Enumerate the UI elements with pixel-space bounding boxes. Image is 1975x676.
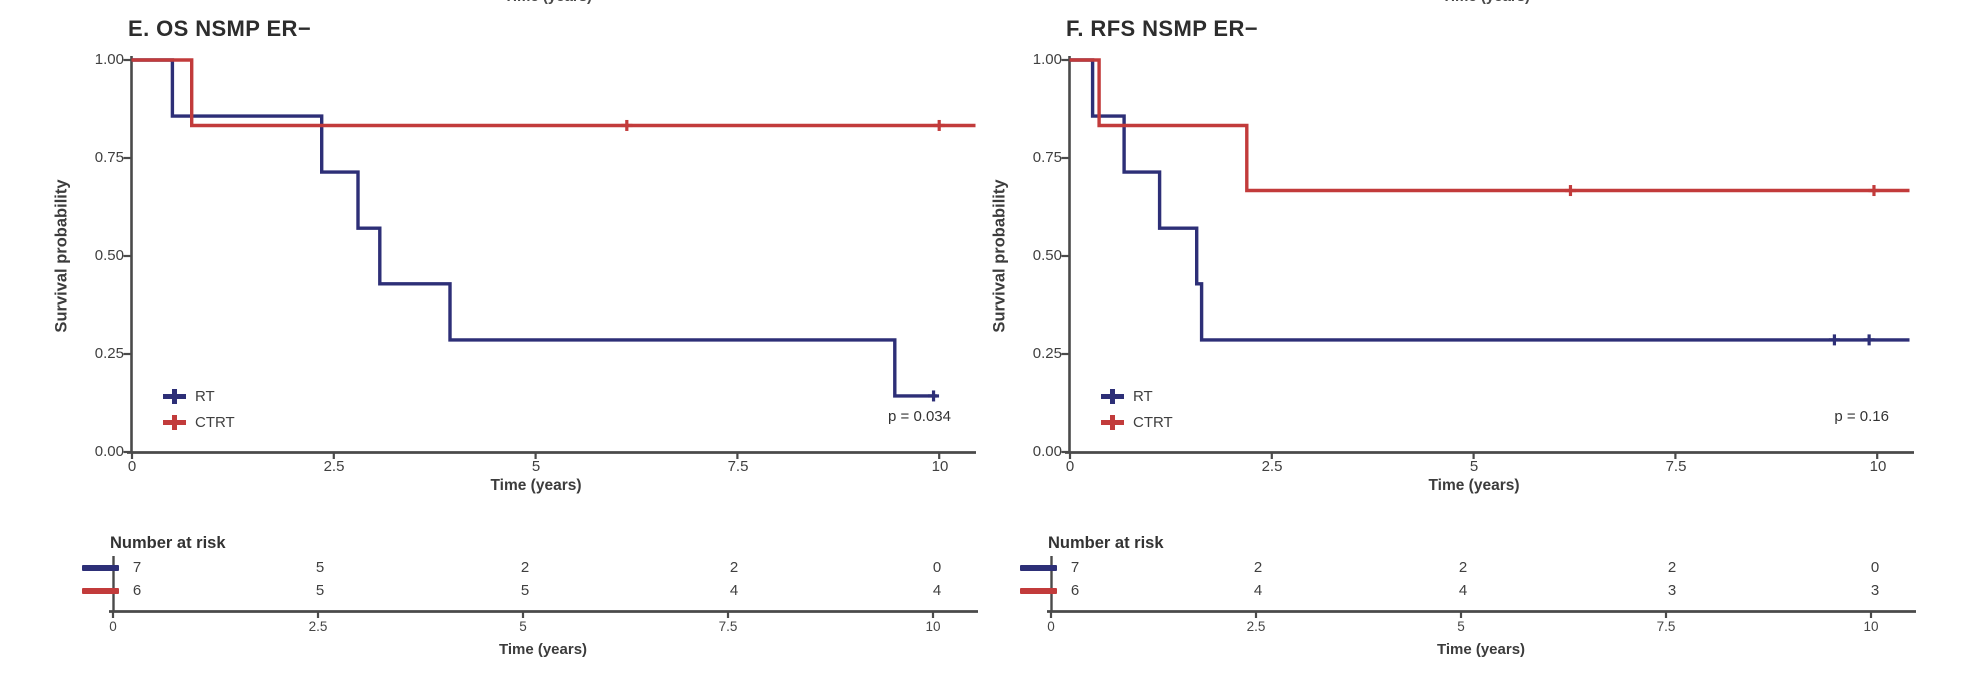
- risk-count: 6: [132, 582, 142, 599]
- censor-plus-icon: [163, 415, 186, 430]
- x-axis-title: Time (years): [490, 477, 582, 494]
- y-tick-label: 0.50: [1032, 247, 1062, 264]
- clipped-text-from-panel-above: Time (years): [488, 0, 608, 7]
- survival-curve-rt: [1069, 58, 1910, 342]
- survival-curve-ctrt: [1069, 58, 1910, 193]
- risk-count: 5: [520, 582, 530, 599]
- risk-count: 7: [132, 559, 142, 576]
- risk-count: 2: [1458, 559, 1468, 576]
- risk-count: 4: [932, 582, 942, 599]
- risk-table-title: Number at risk: [1048, 534, 1164, 552]
- risk-axis-tick-label: 2.5: [308, 619, 328, 634]
- panel-title: E. OS NSMP ER−: [128, 16, 312, 41]
- risk-axis-tick-label: 0: [1047, 619, 1055, 634]
- y-tick-label: 1.00: [1032, 51, 1062, 68]
- risk-count: 4: [1458, 582, 1468, 599]
- risk-axis-tick-label: 7.5: [1656, 619, 1676, 634]
- risk-count: 2: [520, 559, 530, 576]
- y-tick-label: 1.00: [94, 51, 124, 68]
- risk-count: 7: [1070, 559, 1080, 576]
- km-panel-os: Time (years) E. OS NSMP ER− Survival pro…: [53, 0, 978, 658]
- panel-title: F. RFS NSMP ER−: [1066, 16, 1259, 41]
- legend-item-ctrt: CTRT: [1101, 414, 1173, 431]
- x-tick-label: 10: [1869, 458, 1887, 475]
- risk-count: 2: [1667, 559, 1677, 576]
- legend-item-rt: RT: [1101, 388, 1153, 405]
- risk-row-swatch-rt: [1020, 565, 1057, 571]
- legend-item-ctrt: CTRT: [163, 414, 235, 431]
- risk-count: 0: [1870, 559, 1880, 576]
- x-axis-title: Time (years): [1428, 477, 1520, 494]
- risk-count: 3: [1667, 582, 1677, 599]
- risk-row-swatch-rt: [82, 565, 119, 571]
- risk-axis-tick-label: 0: [109, 619, 117, 634]
- x-tick-label: 2.5: [323, 458, 345, 475]
- risk-count: 2: [729, 559, 739, 576]
- risk-row-swatch-ctrt: [1020, 588, 1057, 594]
- y-tick-label: 0.25: [94, 345, 124, 362]
- risk-table-title: Number at risk: [110, 534, 226, 552]
- km-panel-rfs: Time (years) F. RFS NSMP ER− Survival pr…: [938, 0, 1975, 676]
- x-tick-label: 5: [1469, 458, 1479, 475]
- risk-count: 5: [315, 559, 325, 576]
- clipped-text-from-panel-above: Time (years): [1426, 0, 1546, 7]
- x-tick-label: 2.5: [1261, 458, 1283, 475]
- risk-count: 6: [1070, 582, 1080, 599]
- legend-label: RT: [1133, 388, 1153, 405]
- x-tick-label: 0: [1065, 458, 1075, 475]
- x-tick-label: 10: [931, 458, 949, 475]
- censor-plus-icon: [1101, 389, 1124, 404]
- legend-label: RT: [195, 388, 215, 405]
- risk-x-axis-title: Time (years): [498, 641, 588, 658]
- legend-item-rt: RT: [163, 388, 215, 405]
- y-tick-label: 0.25: [1032, 345, 1062, 362]
- risk-count: 4: [729, 582, 739, 599]
- risk-count: 4: [1253, 582, 1263, 599]
- p-value: p = 0.16: [1834, 408, 1889, 425]
- risk-axis-tick-label: 5: [1457, 619, 1465, 634]
- x-tick-label: 7.5: [727, 458, 749, 475]
- x-tick-label: 0: [127, 458, 137, 475]
- y-tick-label: 0.75: [1032, 149, 1062, 166]
- risk-axis-tick-label: 10: [925, 619, 941, 634]
- risk-x-axis-title: Time (years): [1436, 641, 1526, 658]
- risk-axis-tick-label: 7.5: [718, 619, 738, 634]
- risk-count: 5: [315, 582, 325, 599]
- x-tick-label: 5: [531, 458, 541, 475]
- risk-count: 3: [1870, 582, 1880, 599]
- risk-count: 0: [932, 559, 942, 576]
- y-tick-label: 0.00: [94, 443, 124, 460]
- risk-axis-tick-label: 10: [1863, 619, 1879, 634]
- legend-label: CTRT: [1133, 414, 1173, 431]
- risk-row-swatch-ctrt: [82, 588, 119, 594]
- risk-axis-tick-label: 5: [519, 619, 527, 634]
- censor-plus-icon: [1101, 415, 1124, 430]
- p-value: p = 0.034: [888, 408, 951, 425]
- x-tick-label: 7.5: [1665, 458, 1687, 475]
- censor-plus-icon: [163, 389, 186, 404]
- survival-curve-ctrt: [131, 58, 976, 128]
- risk-count: 2: [1253, 559, 1263, 576]
- legend-label: CTRT: [195, 414, 235, 431]
- risk-axis-tick-label: 2.5: [1246, 619, 1266, 634]
- y-tick-label: 0.00: [1032, 443, 1062, 460]
- survival-curve-rt: [131, 58, 937, 398]
- y-tick-label: 0.50: [94, 247, 124, 264]
- y-tick-label: 0.75: [94, 149, 124, 166]
